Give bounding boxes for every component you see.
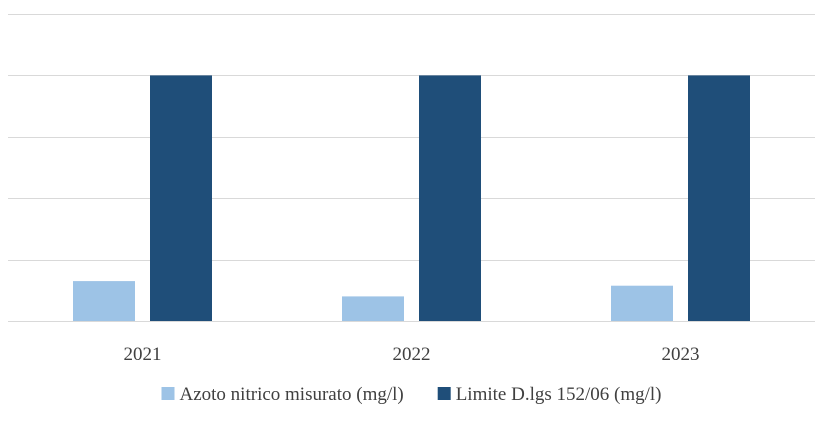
bars (73, 75, 750, 322)
legend-swatch (161, 387, 175, 400)
gridlines (8, 14, 815, 322)
legend-label: Azoto nitrico misurato (mg/l) (180, 384, 404, 405)
bar-azoto-nitrico-2021 (73, 281, 135, 321)
x-tick-label: 2023 (662, 344, 700, 365)
bar-azoto-nitrico-2023 (611, 285, 673, 321)
legend-swatch (437, 387, 451, 400)
bar-limite-2022 (419, 75, 481, 322)
bar-limite-2023 (688, 75, 750, 322)
x-tick-label: 2022 (393, 344, 431, 365)
bar-limite-2021 (150, 75, 212, 322)
bar-azoto-nitrico-2022 (342, 296, 404, 321)
legend-label: Limite D.lgs 152/06 (mg/l) (456, 384, 662, 405)
legend: Azoto nitrico misurato (mg/l) Limite D.lg… (161, 384, 662, 405)
x-axis-tick-labels: 2021 2022 2023 (124, 344, 700, 365)
x-tick-label: 2021 (124, 344, 162, 365)
